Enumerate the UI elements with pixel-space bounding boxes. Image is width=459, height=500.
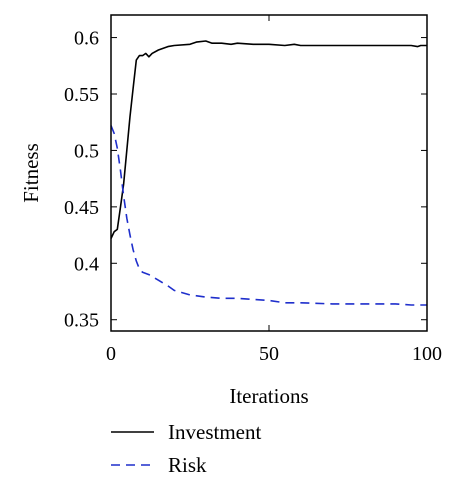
y-tick-label: 0.4 [74, 253, 99, 275]
x-tick-label: 0 [106, 343, 116, 365]
y-tick-label: 0.6 [74, 28, 99, 50]
series-line-risk [110, 125, 427, 306]
legend-label-risk: Risk [168, 453, 207, 477]
y-tick-label: 0.45 [64, 197, 99, 219]
x-tick-label: 100 [412, 343, 442, 365]
series-line-investment [110, 40, 427, 239]
legend-label-investment: Investment [168, 420, 261, 444]
ticks-layer: 0 50 100 0.35 0.4 0.45 0.5 0.55 0.6 [64, 15, 442, 365]
x-axis-label: Iterations [229, 384, 308, 408]
y-axis-label: Fitness [19, 143, 43, 203]
series-layer [110, 40, 427, 306]
plot-frame [110, 14, 428, 332]
legend: Investment Risk [111, 420, 261, 477]
y-tick-label: 0.5 [74, 140, 99, 162]
y-tick-label: 0.55 [64, 84, 99, 106]
y-tick-label: 0.35 [64, 310, 99, 332]
x-tick-label: 50 [259, 343, 279, 365]
